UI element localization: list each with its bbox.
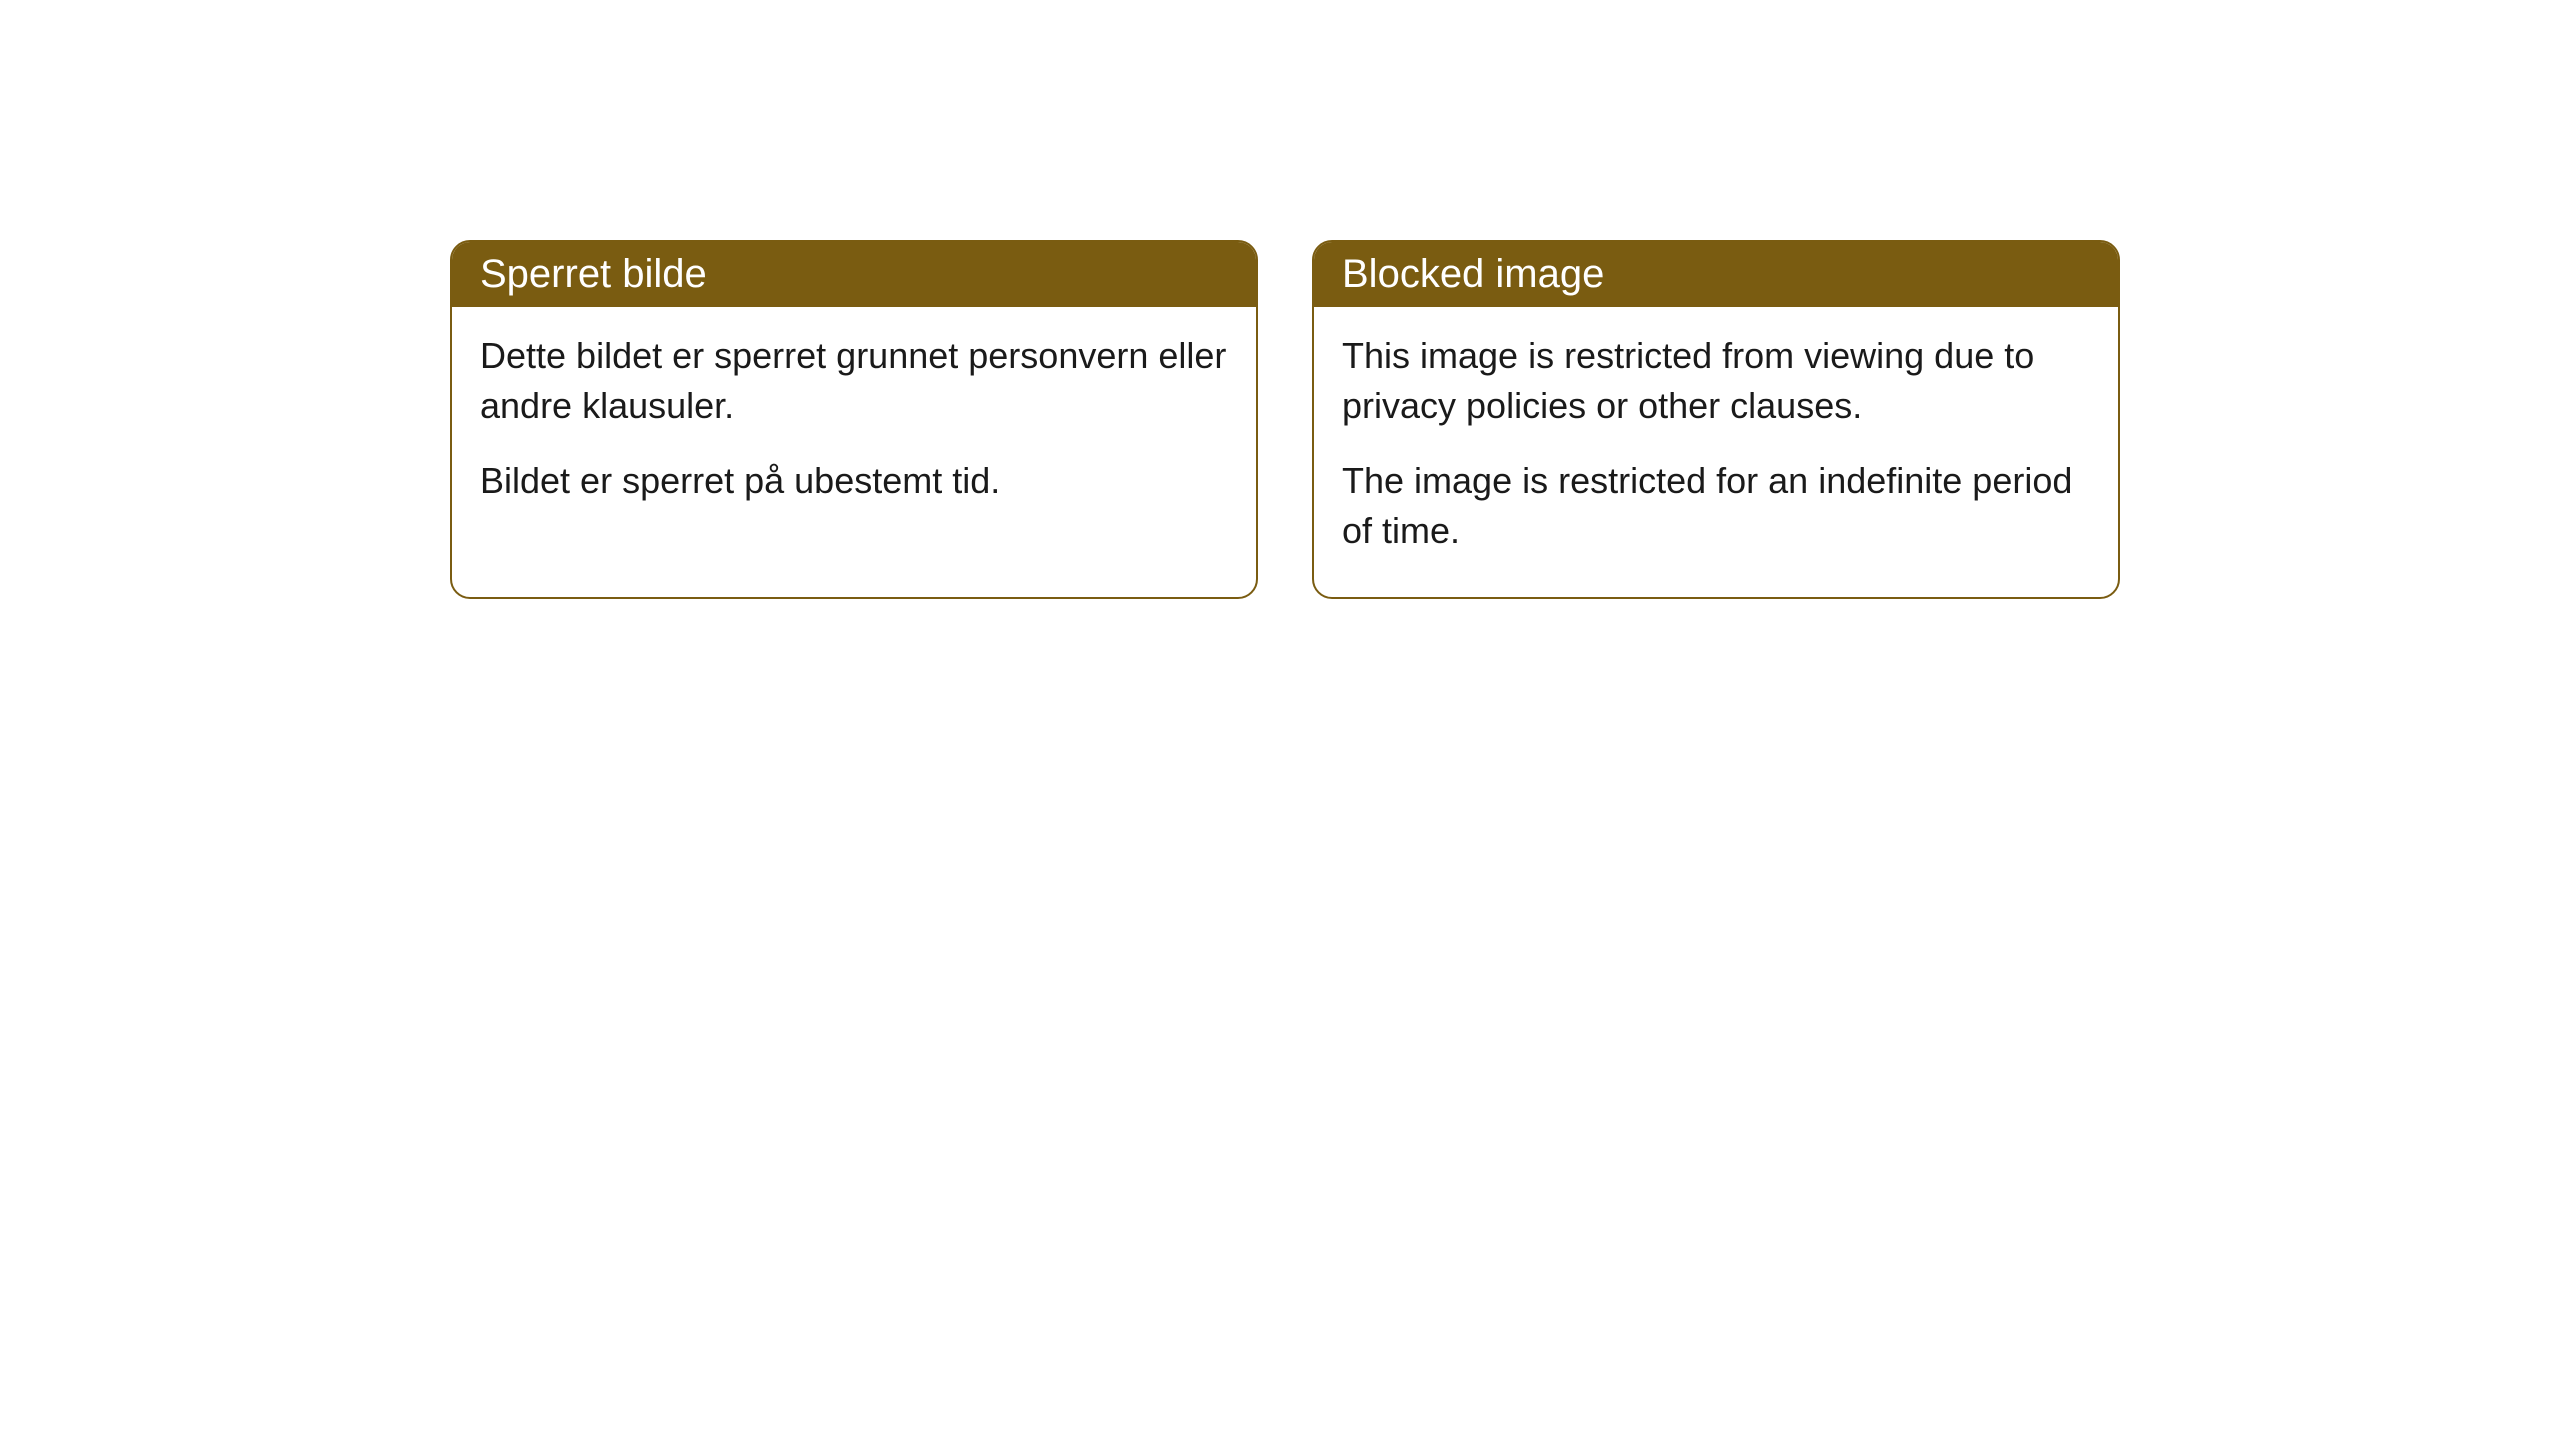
card-title: Blocked image [1342, 252, 1604, 296]
card-body: Dette bildet er sperret grunnet personve… [452, 307, 1256, 546]
card-paragraph: Bildet er sperret på ubestemt tid. [480, 456, 1228, 506]
notice-card-english: Blocked image This image is restricted f… [1312, 240, 2120, 599]
notice-cards-container: Sperret bilde Dette bildet er sperret gr… [450, 240, 2120, 599]
card-paragraph: Dette bildet er sperret grunnet personve… [480, 331, 1228, 432]
card-paragraph: The image is restricted for an indefinit… [1342, 456, 2090, 557]
card-paragraph: This image is restricted from viewing du… [1342, 331, 2090, 432]
card-body: This image is restricted from viewing du… [1314, 307, 2118, 597]
notice-card-norwegian: Sperret bilde Dette bildet er sperret gr… [450, 240, 1258, 599]
card-title: Sperret bilde [480, 252, 707, 296]
card-header: Blocked image [1314, 242, 2118, 307]
card-header: Sperret bilde [452, 242, 1256, 307]
